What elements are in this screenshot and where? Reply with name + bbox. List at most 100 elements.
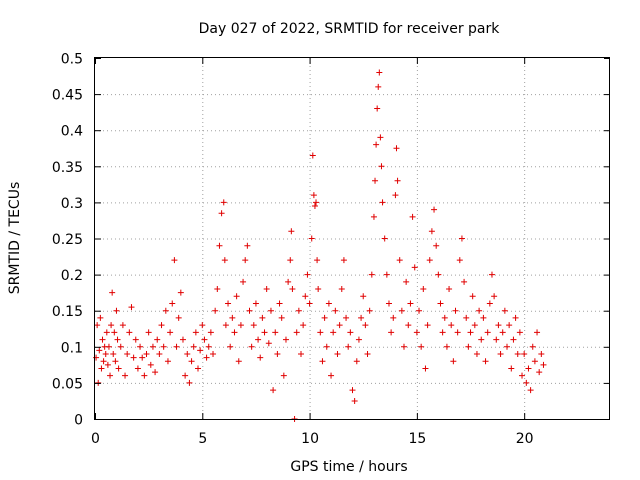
data-point — [319, 358, 326, 365]
data-point — [504, 343, 510, 350]
data-point — [199, 322, 206, 329]
data-point — [107, 372, 114, 379]
data-point — [388, 329, 395, 336]
data-point — [506, 322, 513, 329]
data-point — [309, 152, 316, 159]
data-point — [435, 271, 442, 278]
data-point — [452, 307, 459, 314]
data-point — [454, 329, 461, 336]
y-tick-label: 0.45 — [52, 88, 83, 104]
data-point — [141, 372, 148, 379]
data-point — [393, 145, 400, 152]
data-point — [373, 141, 380, 148]
data-point — [105, 343, 112, 350]
y-tick-label: 0.4 — [61, 124, 83, 140]
data-point — [347, 329, 354, 336]
data-point — [336, 322, 343, 329]
y-tick-label: 0.15 — [52, 304, 83, 320]
data-point — [143, 351, 150, 358]
data-point — [325, 300, 332, 307]
data-point — [521, 351, 528, 358]
data-point — [203, 354, 210, 361]
data-point — [450, 358, 457, 365]
data-point — [467, 329, 474, 336]
x-tick-label: 20 — [516, 431, 534, 447]
data-point — [360, 293, 367, 300]
data-point — [233, 293, 240, 300]
data-point — [409, 213, 416, 220]
data-point — [407, 300, 414, 307]
data-point — [182, 372, 189, 379]
data-point — [259, 314, 266, 321]
data-point — [519, 372, 526, 379]
data-point — [285, 278, 292, 285]
data-point — [222, 322, 229, 329]
data-point — [220, 199, 227, 206]
data-point — [197, 347, 204, 354]
data-point — [364, 351, 371, 358]
data-point — [179, 336, 186, 343]
data-point — [280, 372, 287, 379]
data-point — [374, 105, 381, 112]
data-point — [514, 351, 521, 358]
y-tick-label: 0.35 — [52, 160, 83, 176]
data-point — [512, 314, 519, 321]
data-point — [298, 351, 304, 358]
data-point — [201, 336, 208, 343]
data-point — [210, 351, 217, 358]
data-point — [124, 351, 131, 358]
data-point — [349, 387, 356, 394]
data-point — [358, 314, 365, 321]
x-axis-label: GPS time / hours — [290, 459, 407, 475]
data-point — [416, 307, 423, 314]
data-point — [160, 343, 167, 350]
data-point — [102, 351, 109, 358]
data-point — [100, 358, 107, 365]
data-point — [308, 235, 315, 242]
data-point — [158, 322, 165, 329]
data-point — [162, 307, 169, 314]
data-point — [112, 358, 119, 365]
data-point — [372, 177, 379, 184]
data-point — [304, 271, 311, 278]
data-point — [480, 314, 487, 321]
axis-ticks: 0 5 10 15 20 0 0.05 0.1 0.15 0.2 0.25 0.3 0.35 0.4 0.4… — [52, 52, 610, 447]
data-point — [287, 257, 294, 264]
data-point — [227, 343, 234, 350]
data-point — [175, 314, 182, 321]
data-point — [330, 329, 337, 336]
data-point — [495, 322, 502, 329]
data-point — [293, 329, 300, 336]
data-point — [310, 192, 317, 199]
data-point — [229, 314, 236, 321]
data-point — [212, 307, 219, 314]
data-point — [469, 293, 476, 300]
data-point — [446, 286, 453, 293]
data-point — [420, 286, 427, 293]
data-point — [378, 163, 385, 170]
data-point — [493, 336, 500, 343]
data-point — [126, 329, 133, 336]
data-point — [497, 351, 504, 358]
data-point — [531, 358, 538, 365]
data-point — [237, 322, 244, 329]
data-point — [443, 343, 450, 350]
data-point — [94, 322, 101, 329]
data-point — [313, 199, 320, 206]
data-point — [394, 177, 401, 184]
data-point — [385, 300, 392, 307]
data-point — [205, 343, 212, 350]
data-point — [368, 271, 375, 278]
data-point — [289, 286, 296, 293]
data-point — [501, 307, 508, 314]
data-point — [104, 361, 111, 368]
data-point — [130, 354, 137, 361]
data-point — [471, 322, 478, 329]
data-point — [411, 264, 418, 271]
data-point — [103, 329, 110, 336]
data-point — [164, 358, 171, 365]
data-point — [516, 329, 523, 336]
data-point — [300, 322, 307, 329]
data-point — [377, 134, 384, 141]
data-point — [231, 329, 238, 336]
